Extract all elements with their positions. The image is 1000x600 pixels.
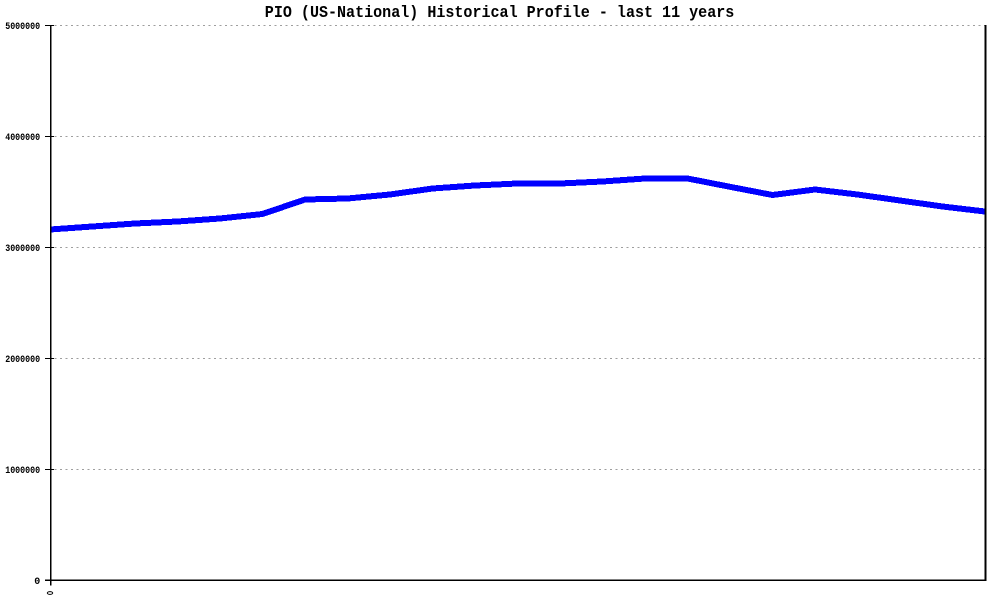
svg-text:2000000: 2000000 (5, 355, 40, 366)
svg-text:3000000: 3000000 (5, 244, 40, 255)
svg-text:5000000: 5000000 (5, 22, 40, 33)
svg-text:PIO (US-National) Historical P: PIO (US-National) Historical Profile - l… (265, 3, 735, 22)
svg-text:4000000: 4000000 (5, 133, 40, 144)
svg-text:1000000: 1000000 (5, 466, 40, 477)
svg-text:0: 0 (34, 577, 40, 588)
